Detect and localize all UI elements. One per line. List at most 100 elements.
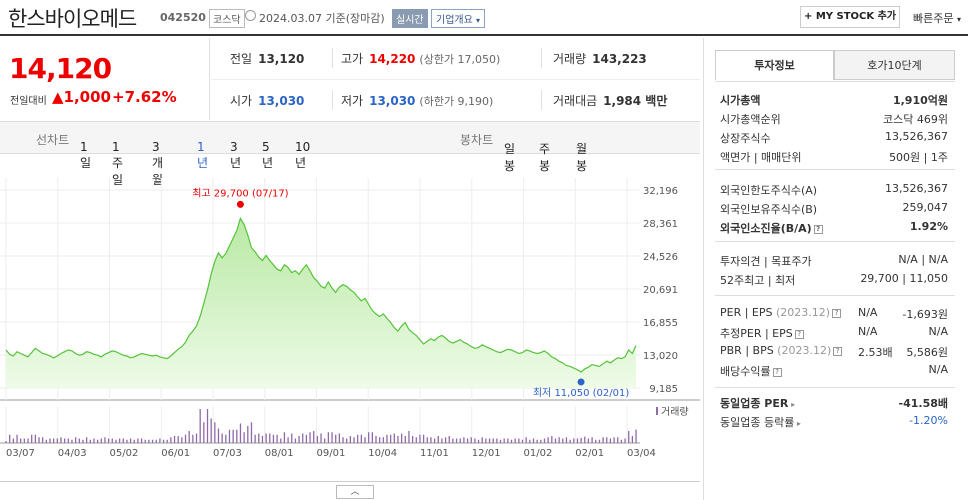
open-value: 13,030 bbox=[258, 94, 305, 108]
volume-bar bbox=[195, 433, 198, 443]
volume-bar bbox=[543, 438, 546, 443]
volume-bar bbox=[419, 434, 421, 443]
section-divider bbox=[715, 387, 955, 388]
period-tab-1주일[interactable]: 1주일 bbox=[112, 140, 124, 187]
info-value: 13,526,367 bbox=[885, 130, 948, 143]
volume-label: 거래량 bbox=[553, 52, 587, 66]
investment-info-panel: 투자정보 호가10단계 시가총액 1,910억원 시가총액순위 코스닥 469위 상장주… bbox=[703, 38, 968, 500]
high-value: 14,220 bbox=[369, 52, 416, 66]
arrow-right-icon[interactable]: ▸ bbox=[788, 400, 796, 409]
period-tab-5년[interactable]: 5년 bbox=[262, 140, 274, 170]
y-tick-label: 32,196 bbox=[643, 186, 678, 197]
volume-bar bbox=[606, 437, 608, 443]
volume-bar bbox=[408, 431, 410, 443]
volume-bar bbox=[184, 434, 187, 443]
volume-bar bbox=[470, 437, 472, 443]
volume-bar bbox=[5, 441, 7, 443]
tab-orderbook-10[interactable]: 호가10단계 bbox=[834, 50, 955, 80]
period-tab-3년[interactable]: 3년 bbox=[230, 140, 242, 170]
chevron-down-icon: ▾ bbox=[476, 16, 481, 25]
info-value: 29,700 | 11,050 bbox=[860, 272, 948, 285]
x-tick-label: 04/03 bbox=[57, 448, 87, 459]
help-icon[interactable]: ? bbox=[794, 330, 804, 339]
volume-bar bbox=[518, 438, 520, 443]
info-label: 배당수익률? bbox=[720, 363, 782, 379]
volume-bar bbox=[521, 439, 524, 443]
volume-bar bbox=[254, 434, 256, 443]
low-marker bbox=[577, 378, 585, 386]
quick-order-button[interactable]: 빠른주문 ▾ bbox=[913, 10, 961, 26]
info-row: 동일업종 등락률 ▸ -1.20% bbox=[720, 414, 948, 432]
volume-bar bbox=[346, 438, 348, 443]
volume-bar bbox=[617, 437, 619, 443]
amount-value: 1,984 백만 bbox=[603, 94, 668, 108]
info-value: 13,526,367 bbox=[885, 182, 948, 195]
volume-bar bbox=[188, 431, 190, 443]
period-tab-10년[interactable]: 10년 bbox=[295, 140, 311, 170]
volume-bar bbox=[221, 433, 223, 443]
volume-bar bbox=[573, 438, 575, 443]
candle-tab-주봉[interactable]: 주봉 bbox=[539, 142, 551, 173]
arrow-right-icon[interactable]: ▸ bbox=[794, 419, 801, 428]
volume-bar bbox=[529, 439, 531, 443]
collapse-chart-button[interactable]: ︿ bbox=[336, 485, 374, 499]
info-label: PER | EPS (2023.12)? bbox=[720, 306, 842, 319]
volume-bar bbox=[280, 438, 282, 443]
upper-limit: (상한가 17,050) bbox=[419, 53, 501, 66]
volume-bar bbox=[389, 434, 392, 443]
candle-chart-label: 봉차트 bbox=[460, 133, 494, 147]
x-tick-label: 07/03 bbox=[213, 448, 242, 459]
volume-bar bbox=[170, 437, 172, 443]
section-divider bbox=[715, 295, 955, 296]
info-row: 투자의견 | 목표주가 N/A | N/A bbox=[720, 253, 948, 271]
help-icon[interactable]: ? bbox=[772, 368, 782, 377]
volume-bar bbox=[485, 438, 487, 443]
volume-bar bbox=[620, 439, 623, 443]
info-value: 500원 | 1주 bbox=[889, 151, 948, 164]
candle-tab-월봉[interactable]: 월봉 bbox=[576, 142, 588, 173]
add-my-stock-button[interactable]: + MY STOCK 추가 bbox=[800, 6, 900, 28]
company-overview-dropdown[interactable]: 기업개요 ▾ bbox=[431, 9, 486, 28]
period-tab-1일[interactable]: 1일 bbox=[80, 140, 92, 170]
volume-bar bbox=[272, 434, 275, 443]
volume-bar bbox=[532, 438, 535, 443]
help-icon[interactable]: ? bbox=[833, 347, 843, 356]
volume-bar bbox=[584, 436, 586, 443]
period-tab-1년[interactable]: 1년 bbox=[197, 140, 209, 170]
volume-bar bbox=[291, 433, 293, 443]
section-divider bbox=[715, 81, 955, 82]
volume-bar bbox=[203, 422, 205, 443]
prev-close: 전일 13,120 bbox=[230, 50, 304, 67]
volume-bar bbox=[357, 434, 359, 443]
x-tick-label: 08/01 bbox=[264, 448, 294, 459]
info-row: PER | EPS (2023.12)? N/A -1,693원 bbox=[720, 306, 948, 324]
volume-bar bbox=[111, 438, 113, 443]
volume-bar bbox=[93, 438, 95, 443]
volume-bar bbox=[503, 438, 505, 443]
stock-header: 한스바이오메드 042520 코스닥 2024.03.07 기준(장마감) 실시… bbox=[0, 0, 968, 36]
help-icon[interactable]: ? bbox=[813, 225, 823, 234]
info-value: 코스닥 469위 bbox=[883, 113, 948, 126]
volume-bar bbox=[89, 439, 91, 443]
volume-bar bbox=[444, 437, 447, 443]
info-value: -41.58배 bbox=[898, 397, 948, 410]
volume-bar bbox=[67, 438, 69, 443]
candle-tab-일봉[interactable]: 일봉 bbox=[504, 142, 516, 173]
price-change: ▲1,000 bbox=[52, 88, 111, 106]
tab-investment-info[interactable]: 투자정보 bbox=[715, 50, 834, 80]
volume-bar bbox=[580, 437, 582, 443]
info-label: 상장주식수 bbox=[720, 132, 771, 145]
x-tick-label: 01/02 bbox=[523, 448, 553, 459]
volume-bar bbox=[349, 436, 352, 443]
realtime-button[interactable]: 실시간 bbox=[392, 9, 428, 28]
volume-bar bbox=[342, 437, 344, 443]
info-label: 외국인보유주식수(B) bbox=[720, 203, 818, 216]
overview-label: 기업개요 bbox=[436, 15, 473, 26]
volume-bar bbox=[144, 439, 146, 443]
trade-amount: 거래대금 1,984 백만 bbox=[553, 92, 667, 109]
help-icon[interactable]: ? bbox=[832, 309, 842, 318]
period-tab-3개월[interactable]: 3개월 bbox=[152, 140, 164, 187]
volume-bar bbox=[525, 437, 527, 443]
volume-bar bbox=[23, 438, 26, 443]
volume-bar bbox=[225, 434, 227, 443]
